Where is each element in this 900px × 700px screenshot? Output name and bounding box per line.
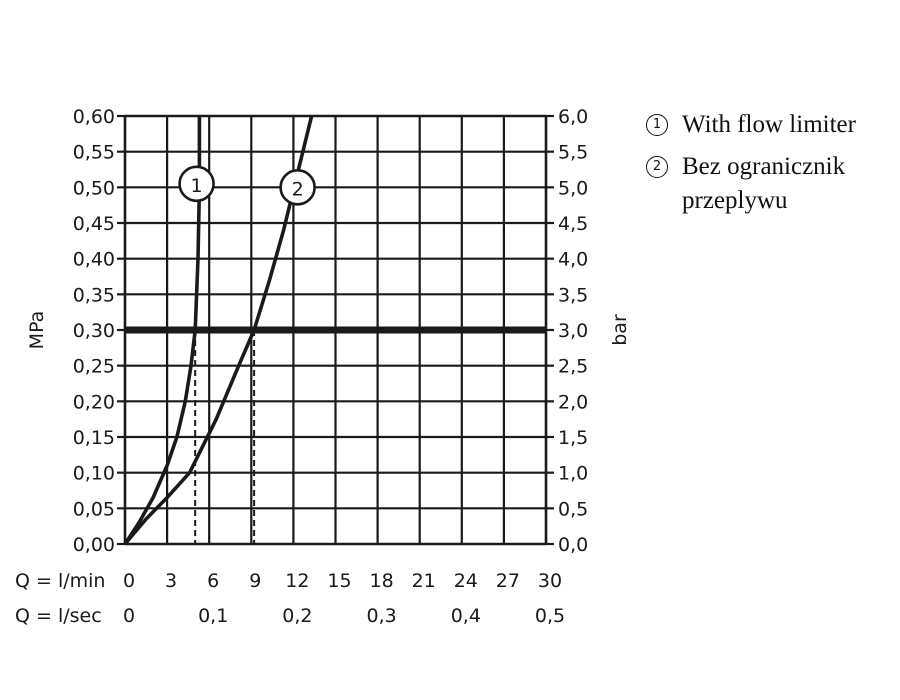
right-tick-label: 1,0 bbox=[558, 463, 588, 485]
legend-marker-2: 2 bbox=[646, 156, 668, 178]
right-tick-label: 5,0 bbox=[558, 177, 588, 199]
x-lmin-tick-label: 3 bbox=[165, 570, 177, 592]
left-axis-ticks: 0,00 0,05 0,10 0,15 0,20 0,25 0,30 0,35 0,40 0,45… bbox=[73, 106, 115, 556]
right-tick-label: 3,0 bbox=[558, 320, 588, 342]
x-axis-lsec-title: Q = l/sec bbox=[15, 605, 102, 627]
left-tick-label: 0,20 bbox=[73, 391, 115, 413]
curve-marker-circle-2 bbox=[279, 169, 316, 206]
x-lmin-tick-label: 9 bbox=[249, 570, 261, 592]
right-tick-label: 0,5 bbox=[558, 498, 588, 520]
legend: 1 With flow limiter 2 Bez ogranicznik pr… bbox=[646, 108, 896, 226]
right-tick-label: 3,5 bbox=[558, 284, 588, 306]
x-lmin-tick-label: 15 bbox=[327, 570, 351, 592]
legend-item-2: 2 Bez ogranicznik przeplywu bbox=[646, 150, 896, 218]
x-lmin-tick-label: 21 bbox=[412, 570, 436, 592]
drop-lines bbox=[194, 330, 256, 544]
x-lmin-tick-label: 18 bbox=[370, 570, 394, 592]
right-tick-label: 4,0 bbox=[558, 249, 588, 271]
right-axis-ticks: 0,0 0,5 1,0 1,5 2,0 2,5 3,0 3,5 4,0 4,5 5,0 5,5 6,0 bbox=[558, 106, 588, 556]
legend-item-1: 1 With flow limiter bbox=[646, 108, 896, 142]
left-tick-label: 0,30 bbox=[73, 320, 115, 342]
right-axis-title: bar bbox=[609, 314, 631, 346]
left-tick-label: 0,55 bbox=[73, 142, 115, 164]
left-tick-label: 0,35 bbox=[73, 284, 115, 306]
x-lsec-tick-label: 0,4 bbox=[451, 605, 481, 627]
right-tick-label: 1,5 bbox=[558, 427, 588, 449]
right-tick-label: 5,5 bbox=[558, 142, 588, 164]
left-tick-label: 0,40 bbox=[73, 249, 115, 271]
legend-label-2: Bez ogranicznik przeplywu bbox=[682, 153, 846, 214]
curve-marker-label-2: 2 bbox=[292, 178, 304, 200]
left-tick-label: 0,05 bbox=[73, 498, 115, 520]
x-lsec-tick-label: 0 bbox=[123, 605, 135, 627]
right-tick-label: 6,0 bbox=[558, 106, 588, 128]
x-lsec-tick-label: 0,5 bbox=[535, 605, 565, 627]
x-lmin-tick-label: 0 bbox=[123, 570, 135, 592]
x-axis-lmin-title: Q = l/min bbox=[15, 570, 105, 592]
x-lmin-tick-label: 6 bbox=[207, 570, 219, 592]
x-axis-lmin-ticks: 0 3 6 9 12 15 18 21 24 27 30 bbox=[123, 570, 562, 592]
x-lmin-tick-label: 24 bbox=[454, 570, 478, 592]
left-tick-label: 0,00 bbox=[73, 534, 115, 556]
right-tick-label: 2,0 bbox=[558, 391, 588, 413]
x-lsec-tick-label: 0,2 bbox=[282, 605, 312, 627]
x-lsec-tick-label: 0,3 bbox=[366, 605, 396, 627]
legend-marker-1: 1 bbox=[646, 114, 668, 136]
curve-marker-circle-1 bbox=[178, 165, 215, 203]
left-tick-label: 0,15 bbox=[73, 427, 115, 449]
right-tick-label: 2,5 bbox=[558, 356, 588, 378]
curve-marker-label-1: 1 bbox=[191, 175, 203, 197]
left-axis-title: MPa bbox=[26, 311, 48, 350]
x-lmin-tick-label: 30 bbox=[538, 570, 562, 592]
left-tick-label: 0,45 bbox=[73, 213, 115, 235]
right-tick-label: 4,5 bbox=[558, 213, 588, 235]
legend-label-1: With flow limiter bbox=[682, 111, 856, 138]
curve-2 bbox=[123, 115, 314, 546]
x-lsec-tick-label: 0,1 bbox=[198, 605, 228, 627]
x-lmin-tick-label: 27 bbox=[496, 570, 520, 592]
right-tick-label: 0,0 bbox=[558, 534, 588, 556]
left-tick-label: 0,10 bbox=[73, 463, 115, 485]
x-axis-lsec-ticks: 0 0,1 0,2 0,3 0,4 0,5 bbox=[123, 605, 565, 627]
x-lmin-tick-label: 12 bbox=[285, 570, 309, 592]
left-tick-label: 0,25 bbox=[73, 356, 115, 378]
left-tick-label: 0,50 bbox=[73, 177, 115, 199]
left-tick-label: 0,60 bbox=[73, 106, 115, 128]
